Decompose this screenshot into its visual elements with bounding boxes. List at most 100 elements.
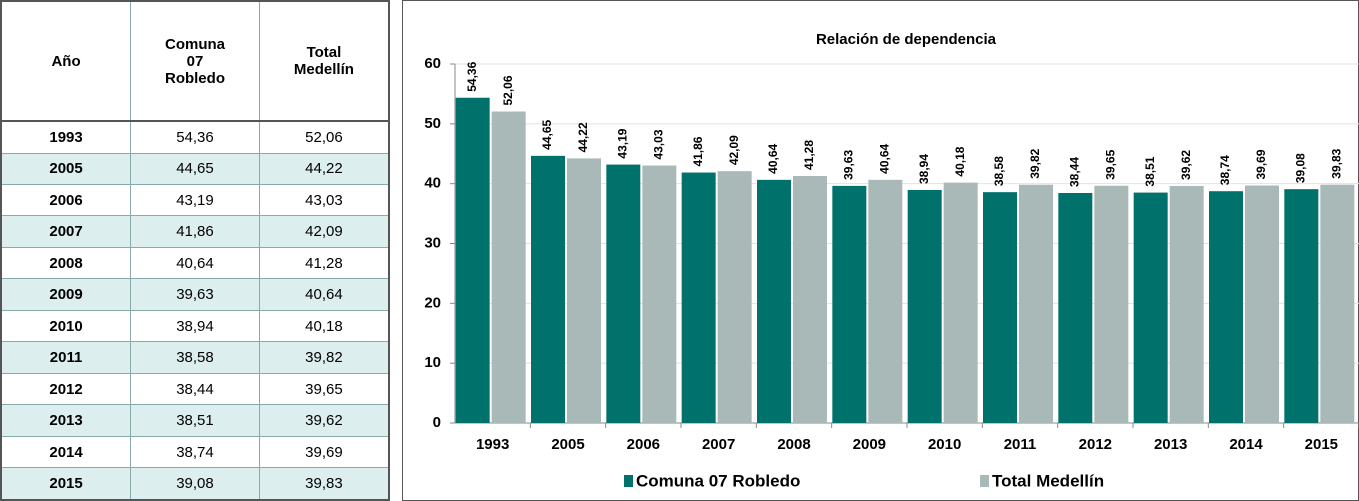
value-cell: 39,69 [258,435,390,469]
data-label: 38,58 [992,156,1006,186]
year-cell: 1993 [0,120,132,154]
data-label: 38,94 [917,154,931,184]
legend-swatch [624,475,633,487]
header-cell: Total Medellín [258,0,390,122]
value-cell: 41,28 [258,246,390,280]
data-label: 39,63 [842,150,856,180]
value-cell: 52,06 [258,120,390,154]
header-text: Comuna 07 Robledo [164,35,225,87]
header-cell: Comuna 07 Robledo [130,0,260,122]
data-label: 40,64 [878,143,892,173]
bar [531,155,565,423]
table-row: 2015 39,08 39,83 [0,467,390,501]
x-tick-label: 2012 [1079,436,1112,453]
header-cell: Año [0,0,132,122]
bar [1058,193,1093,423]
value-cell: 43,19 [130,183,260,217]
x-tick-label: 2010 [928,436,961,453]
year-cell: 2009 [0,278,132,311]
bar [455,97,490,423]
data-label: 38,51 [1143,156,1157,186]
x-tick-label: 2007 [702,436,735,453]
year-cell: 2015 [0,467,132,501]
header-text: Total Medellín [293,44,354,78]
data-label: 52,06 [501,75,515,105]
data-label: 39,83 [1330,148,1344,178]
data-label: 43,19 [616,128,630,158]
value-cell: 39,65 [258,372,390,406]
x-tick-label: 2014 [1229,436,1263,453]
data-label: 39,69 [1254,149,1268,179]
value-cell: 38,74 [130,435,260,469]
bar [907,190,942,423]
value-cell: 38,94 [130,309,260,343]
y-tick-label: 20 [424,294,441,311]
value-cell: 54,36 [130,120,260,154]
header-text: Año [51,52,81,70]
table-row: 2005 44,65 44,22 [0,152,390,185]
bar [983,192,1017,423]
value-cell: 39,63 [130,278,260,311]
value-cell: 38,58 [130,341,260,374]
y-tick-label: 10 [424,354,441,371]
header-row: Año Comuna 07 Robledo Total Medellín [0,0,390,122]
y-tick-label: 40 [424,175,441,192]
data-label: 54,36 [465,61,479,91]
x-tick-label: 2011 [1004,436,1037,453]
value-cell: 40,64 [130,246,260,280]
table-row: 2010 38,94 40,18 [0,309,390,343]
year-cell: 2010 [0,309,132,343]
data-label: 39,08 [1294,153,1308,183]
value-cell: 38,44 [130,372,260,406]
year-cell: 2013 [0,404,132,437]
x-tick-label: 2009 [853,436,886,453]
y-tick-label: 30 [424,234,441,251]
year-cell: 2007 [0,215,132,248]
chart-title: Relación de dependencia [816,31,997,48]
bar [943,182,978,423]
bar [491,111,526,424]
value-cell: 43,03 [258,183,390,217]
year-cell: 2008 [0,246,132,280]
value-cell: 39,82 [258,341,390,374]
table-row: 2014 38,74 39,69 [0,435,390,469]
legend-label: Comuna 07 Robledo [636,471,800,490]
data-label: 41,86 [691,136,705,166]
value-cell: 38,51 [130,404,260,437]
x-tick-label: 2013 [1154,436,1187,453]
bar [1094,185,1129,423]
data-label: 43,03 [652,129,666,159]
legend-label: Total Medellín [992,471,1104,490]
data-label: 44,22 [576,122,590,152]
table-row: 2007 41,86 42,09 [0,215,390,248]
bar [1169,185,1204,423]
bar [717,171,752,423]
value-cell: 44,65 [130,152,260,185]
chart: Relación de dependencia 0 10 20 30 40 50 60 199… [402,0,1359,501]
year-cell: 2011 [0,341,132,374]
data-label: 38,44 [1068,157,1082,187]
data-label: 44,65 [540,119,554,149]
x-tick-label: 2008 [777,436,810,453]
value-cell: 42,09 [258,215,390,248]
data-table: Año Comuna 07 Robledo Total Medellín 1993 5… [0,0,390,501]
bar [1320,184,1355,423]
bar [642,165,677,423]
table-row: 1993 54,36 52,06 [0,120,390,154]
year-cell: 2014 [0,435,132,469]
value-cell: 44,22 [258,152,390,185]
bar [1245,185,1279,423]
x-tick-label: 1993 [476,436,509,453]
y-tick-label: 50 [424,115,441,132]
data-label: 38,74 [1218,155,1232,185]
value-cell: 39,83 [258,467,390,501]
bar [793,176,827,423]
data-label: 39,82 [1028,148,1042,178]
data-label: 39,65 [1104,149,1118,179]
bar [1019,184,1053,423]
table-row: 2011 38,58 39,82 [0,341,390,374]
year-cell: 2006 [0,183,132,217]
value-cell: 39,08 [130,467,260,501]
data-label: 42,09 [727,135,741,165]
table-row: 2008 40,64 41,28 [0,246,390,280]
